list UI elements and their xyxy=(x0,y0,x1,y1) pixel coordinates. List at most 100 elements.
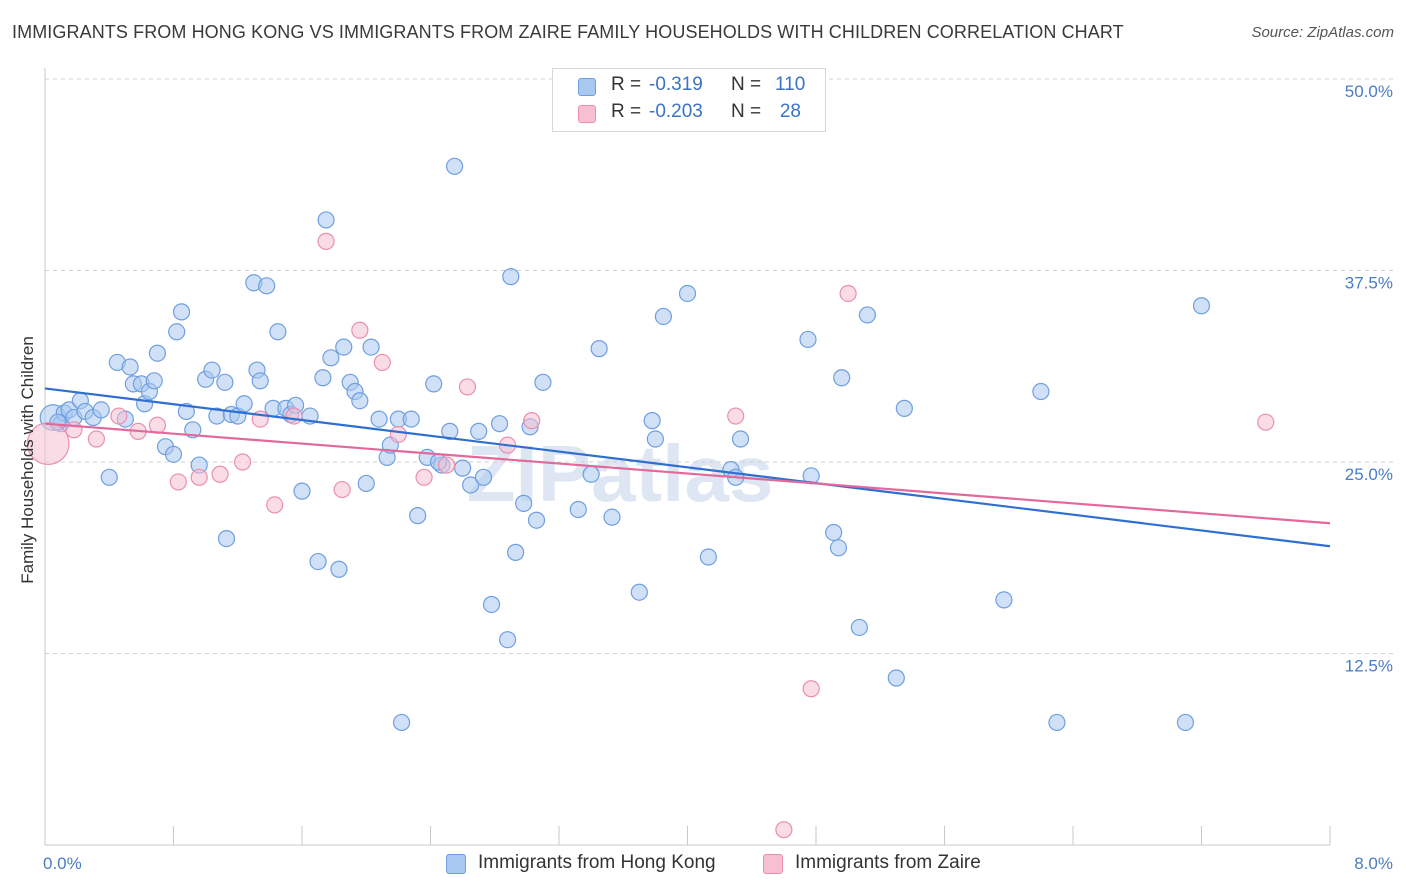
hong-kong-point xyxy=(172,303,191,321)
hong-kong-point xyxy=(357,474,375,493)
hong-kong-point xyxy=(203,361,221,379)
stats-legend: R = -0.319 N = 110 R = -0.203 N = 28 xyxy=(552,68,826,132)
n-label: N = xyxy=(731,101,762,122)
source-credit: Source: ZipAtlas.com xyxy=(1251,24,1394,41)
hong-kong-point xyxy=(402,410,420,428)
zaire-point xyxy=(26,422,70,466)
zaire-point xyxy=(285,407,303,425)
hong-kong-point xyxy=(258,277,276,295)
hong-kong-point xyxy=(317,211,335,229)
hong-kong-point xyxy=(799,330,817,349)
hong-kong-point xyxy=(699,548,717,566)
hong-kong-point xyxy=(995,591,1013,609)
hong-kong-point xyxy=(168,323,186,341)
hong-kong-point xyxy=(392,713,411,732)
zaire-point xyxy=(333,480,351,499)
zaire-point xyxy=(373,353,391,372)
hong-kong-point xyxy=(351,392,369,410)
trend-lines xyxy=(44,387,1331,548)
hong-kong-point xyxy=(445,157,464,175)
hong-kong-point xyxy=(829,539,848,557)
hong-kong-point xyxy=(490,415,509,433)
x-tick-label: 8.0% xyxy=(1354,854,1393,873)
hong-kong-point xyxy=(482,595,501,614)
zaire-point xyxy=(169,473,187,491)
y-axis-title: Family Households with Children xyxy=(18,336,37,584)
hong-kong-point xyxy=(590,340,608,358)
zaire-point xyxy=(211,465,229,483)
zaire-point xyxy=(190,468,208,486)
zaire-point xyxy=(317,232,335,250)
zaire-point xyxy=(266,496,284,514)
hong-kong-point xyxy=(335,338,353,356)
zaire-point xyxy=(802,680,820,698)
gridlines xyxy=(45,78,1393,654)
hong-kong-point xyxy=(502,268,520,286)
hong-kong-point xyxy=(148,344,167,362)
hong-kong-point xyxy=(314,369,332,387)
hong-kong-point xyxy=(100,468,118,486)
n-value: 110 xyxy=(775,74,806,95)
hong-kong-point xyxy=(441,422,459,440)
hong-kong-point xyxy=(646,430,664,448)
hong-kong-point xyxy=(825,523,843,542)
chart-title: IMMIGRANTS FROM HONG KONG VS IMMIGRANTS … xyxy=(12,22,1124,42)
hong-kong-point xyxy=(515,494,533,512)
zaire-point xyxy=(1257,413,1275,431)
n-value: 28 xyxy=(779,101,801,122)
hong-kong-point xyxy=(409,507,427,525)
zaire-point xyxy=(233,453,252,471)
r-label: R = xyxy=(611,101,642,122)
hong-kong-point xyxy=(534,373,552,391)
hong-kong-point xyxy=(858,306,877,324)
n-label: N = xyxy=(731,74,762,95)
zaire-swatch xyxy=(578,105,596,123)
hong-kong-point xyxy=(474,468,493,486)
hong-kong-point xyxy=(887,669,905,687)
legend-hong-kong-swatch xyxy=(446,854,466,874)
legend-zaire-swatch xyxy=(763,854,783,874)
hong-kong-point xyxy=(527,511,546,529)
zaire-point xyxy=(65,421,83,439)
hong-kong-point xyxy=(322,349,340,367)
stats-row-zaire: R = -0.203 N = 28 xyxy=(553,101,825,127)
y-tick-label: 37.5% xyxy=(1345,274,1393,293)
zaire-point xyxy=(148,416,167,434)
zaire-point xyxy=(415,468,433,486)
zaire-point xyxy=(389,425,407,444)
hong-kong-point xyxy=(216,373,234,391)
hong-kong-point xyxy=(370,410,388,428)
hong-kong-point xyxy=(1192,297,1211,315)
x-tick-label: 0.0% xyxy=(43,854,82,873)
hong-kong-point xyxy=(850,618,868,637)
hong-kong-point xyxy=(731,430,750,448)
hong-kong-trend-line xyxy=(44,387,1331,548)
zaire-point xyxy=(523,412,541,430)
stats-row-hong-kong: R = -0.319 N = 110 xyxy=(553,74,825,100)
hong-kong-point xyxy=(462,476,480,494)
hong-kong-point xyxy=(362,338,380,356)
hong-kong-point xyxy=(470,422,488,440)
hong-kong-point xyxy=(164,445,183,463)
hong-kong-point xyxy=(630,583,648,601)
y-tick-label: 25.0% xyxy=(1345,465,1393,484)
hong-kong-point xyxy=(293,482,311,500)
legend-hong-kong-label: Immigrants from Hong Kong xyxy=(478,852,716,873)
hong-kong-point xyxy=(569,500,587,519)
y-tick-label: 50.0% xyxy=(1345,82,1393,101)
hong-kong-point xyxy=(92,401,110,419)
hong-kong-point xyxy=(499,631,517,649)
hong-kong-point xyxy=(217,529,236,548)
hong-kong-point xyxy=(330,560,348,578)
hong-kong-swatch xyxy=(578,78,596,96)
hong-kong-point xyxy=(1048,713,1066,732)
hong-kong-point xyxy=(833,369,851,387)
zaire-point xyxy=(437,456,456,474)
hong-kong-point xyxy=(309,552,327,571)
r-label: R = xyxy=(611,74,642,95)
hong-kong-point xyxy=(643,412,661,430)
zaire-point xyxy=(458,378,477,396)
hong-kong-point xyxy=(678,284,697,303)
zaire-point xyxy=(775,821,793,839)
